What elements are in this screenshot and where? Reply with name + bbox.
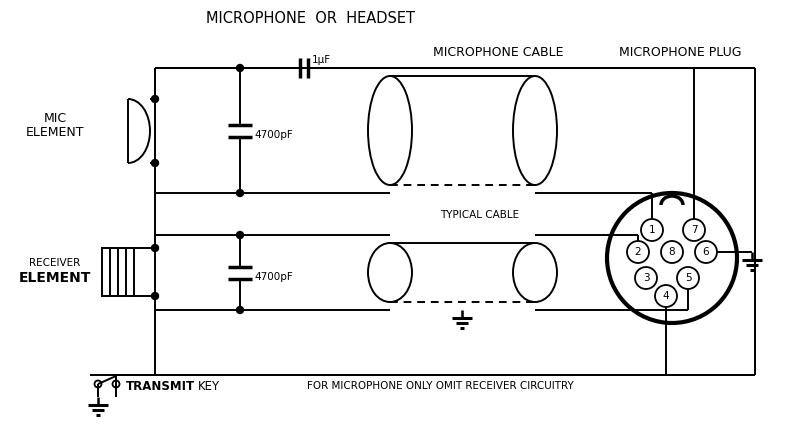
Text: 4: 4 xyxy=(663,291,669,301)
Circle shape xyxy=(152,160,158,166)
Text: 2: 2 xyxy=(634,247,642,257)
Text: RECEIVER: RECEIVER xyxy=(29,258,80,268)
Text: ELEMENT: ELEMENT xyxy=(19,271,91,285)
Text: 1µF: 1µF xyxy=(312,55,332,65)
Text: 3: 3 xyxy=(642,273,650,283)
Circle shape xyxy=(236,306,243,313)
Circle shape xyxy=(152,244,158,252)
Text: 4700pF: 4700pF xyxy=(254,130,293,140)
Circle shape xyxy=(152,292,158,300)
Text: 6: 6 xyxy=(703,247,709,257)
Text: ELEMENT: ELEMENT xyxy=(25,127,84,140)
Text: MIC: MIC xyxy=(44,112,67,125)
Text: MICROPHONE  OR  HEADSET: MICROPHONE OR HEADSET xyxy=(205,11,414,26)
Text: 8: 8 xyxy=(669,247,675,257)
Text: 4700pF: 4700pF xyxy=(254,271,293,282)
Circle shape xyxy=(236,65,243,71)
Circle shape xyxy=(236,232,243,238)
Text: MICROPHONE PLUG: MICROPHONE PLUG xyxy=(619,45,741,59)
Circle shape xyxy=(152,95,158,102)
Text: 7: 7 xyxy=(691,225,697,235)
Circle shape xyxy=(236,190,243,196)
Text: 5: 5 xyxy=(684,273,692,283)
Bar xyxy=(102,248,134,296)
Text: 1: 1 xyxy=(649,225,655,235)
Text: TRANSMIT: TRANSMIT xyxy=(126,380,195,392)
Text: FOR MICROPHONE ONLY OMIT RECEIVER CIRCUITRY: FOR MICROPHONE ONLY OMIT RECEIVER CIRCUI… xyxy=(307,381,573,391)
Text: TYPICAL CABLE: TYPICAL CABLE xyxy=(440,210,520,220)
Text: MICROPHONE CABLE: MICROPHONE CABLE xyxy=(432,45,563,59)
Text: KEY: KEY xyxy=(198,380,220,392)
